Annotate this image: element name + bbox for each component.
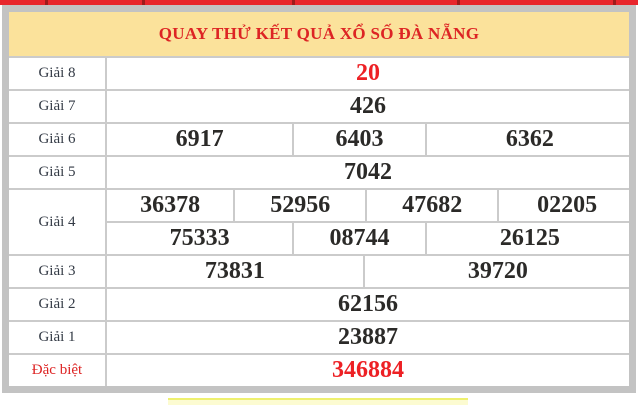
prize-subrow: 20 — [107, 58, 629, 89]
prize-value-cell: 426 — [350, 93, 386, 119]
prize-value-cell: 52956 — [233, 190, 365, 221]
prize-row-2: Giải 7 426 — [9, 89, 629, 122]
prize-subrow: 36378 52956 47682 02205 — [107, 190, 629, 221]
prize-row-3: Giải 6 6917 6403 6362 — [9, 122, 629, 155]
prize-value-cell: 26125 — [424, 223, 633, 254]
prize-label: Giải 4 — [9, 190, 107, 254]
nav-separator — [613, 0, 616, 5]
prize-label: Giải 6 — [9, 124, 107, 155]
prize-values: 73831 39720 — [107, 256, 629, 287]
prize-subrow: 346884 — [107, 355, 629, 386]
prize-value-cell: 02205 — [497, 190, 635, 221]
prize-subrow: 62156 — [107, 289, 629, 320]
prize-values: 23887 — [107, 322, 629, 353]
prize-value-cell: 6917 — [175, 126, 224, 152]
prize-row-9: Đặc biệt 346884 — [9, 353, 629, 386]
prize-values: 6917 6403 6362 — [107, 124, 629, 155]
prize-label: Giải 8 — [9, 58, 107, 89]
prize-value-cell: 75333 — [169, 225, 230, 251]
nav-separator — [45, 0, 48, 5]
prize-value-cell: 6362 — [424, 124, 633, 155]
prize-label: Đặc biệt — [9, 355, 107, 386]
prize-value-cell: 20 — [356, 60, 380, 86]
prize-label: Giải 3 — [9, 256, 107, 287]
prize-label: Giải 7 — [9, 91, 107, 122]
prize-value-cell: 6403 — [292, 124, 425, 155]
prize-row-1: Giải 8 20 — [9, 56, 629, 89]
prize-subrow: 23887 — [107, 322, 629, 353]
nav-separator — [457, 0, 460, 5]
top-nav-bar-sliver — [0, 0, 638, 5]
prize-subrow: 6917 6403 6362 — [107, 124, 629, 155]
prize-values: 426 — [107, 91, 629, 122]
prize-value-cell: 7042 — [344, 159, 392, 185]
prize-row-4: Giải 5 7042 — [9, 155, 629, 188]
prize-row-8: Giải 1 23887 — [9, 320, 629, 353]
prize-value-cell: 39720 — [362, 256, 631, 287]
prize-value-cell: 08744 — [292, 223, 425, 254]
prize-value-cell: 47682 — [365, 190, 497, 221]
prize-subrow: 426 — [107, 91, 629, 122]
prize-label: Giải 2 — [9, 289, 107, 320]
prize-subrow: 7042 — [107, 157, 629, 188]
prize-label: Giải 5 — [9, 157, 107, 188]
prize-value-cell: 62156 — [338, 291, 398, 317]
prize-values: 20 — [107, 58, 629, 89]
prize-values: 7042 — [107, 157, 629, 188]
table-body: Giải 8 20 Giải 7 426 Giải 6 6917 6403 6362 Giải … — [9, 56, 629, 386]
prize-values: 346884 — [107, 355, 629, 386]
prize-row-6: Giải 3 73831 39720 — [9, 254, 629, 287]
prize-row-7: Giải 2 62156 — [9, 287, 629, 320]
prize-subrow: 73831 39720 — [107, 256, 629, 287]
nav-separator — [142, 0, 145, 5]
prize-value-cell: 73831 — [204, 258, 265, 284]
prize-subrow: 75333 08744 26125 — [107, 221, 629, 254]
lottery-results-table: QUAY THỬ KẾT QUẢ XỔ SỐ ĐÀ NẴNG Giải 8 20 G… — [2, 5, 636, 393]
prize-label: Giải 1 — [9, 322, 107, 353]
prize-values: 36378 52956 47682 02205 75333 08744 26125 — [107, 190, 629, 254]
nav-separator — [292, 0, 295, 5]
prize-value-cell: 23887 — [338, 324, 398, 350]
bottom-highlight-strip — [168, 398, 468, 405]
prize-row-5: Giải 4 36378 52956 47682 02205 75333 08744 2612… — [9, 188, 629, 254]
prize-value-cell: 36378 — [140, 192, 201, 218]
prize-value-cell: 346884 — [332, 357, 404, 383]
prize-values: 62156 — [107, 289, 629, 320]
table-title: QUAY THỬ KẾT QUẢ XỔ SỐ ĐÀ NẴNG — [9, 12, 629, 56]
